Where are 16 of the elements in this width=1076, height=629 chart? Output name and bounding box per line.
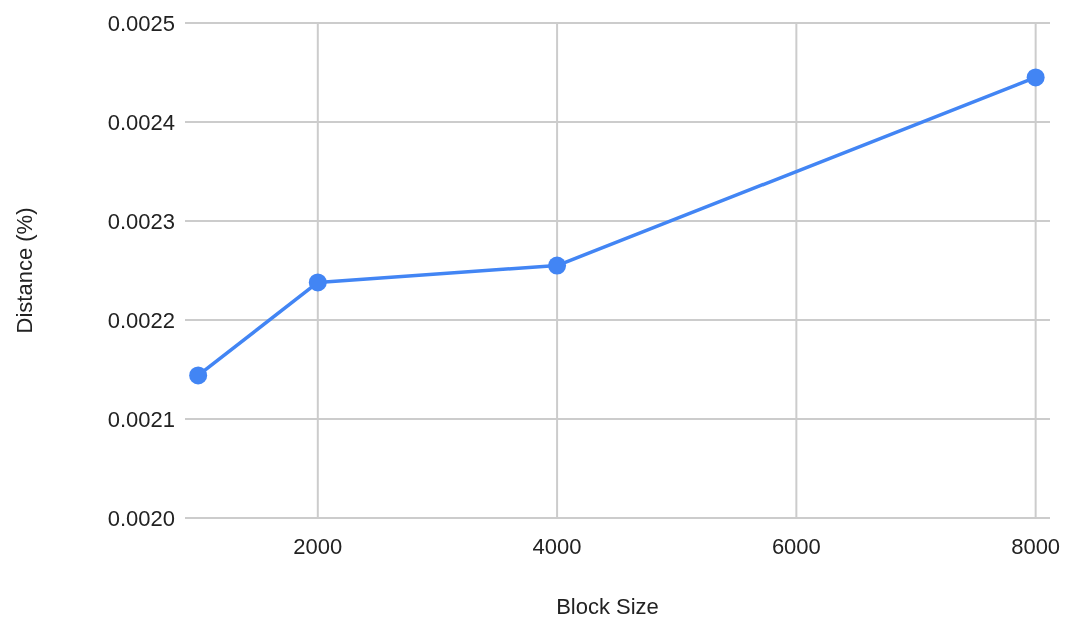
point (308, 273, 327, 292)
y-tick-label: 0.0023 (107, 208, 175, 234)
x-tick-label: 8000 (1011, 534, 1061, 559)
point (1026, 68, 1045, 87)
y-tick-label: 0.0025 (107, 10, 175, 36)
x-axis-title: Block Size (556, 594, 659, 619)
point (189, 366, 208, 385)
y-axis-title: Distance (%) (12, 207, 37, 334)
x-tick-label: 2000 (293, 534, 343, 559)
y-tick-label: 0.0024 (107, 109, 175, 135)
x-tick-label: 6000 (771, 534, 821, 559)
point (548, 256, 567, 275)
y-tick-label: 0.0022 (107, 307, 175, 333)
y-tick-label: 0.0021 (107, 406, 175, 432)
x-tick-label: 4000 (532, 534, 582, 559)
y-tick-label: 0.0020 (107, 505, 175, 531)
